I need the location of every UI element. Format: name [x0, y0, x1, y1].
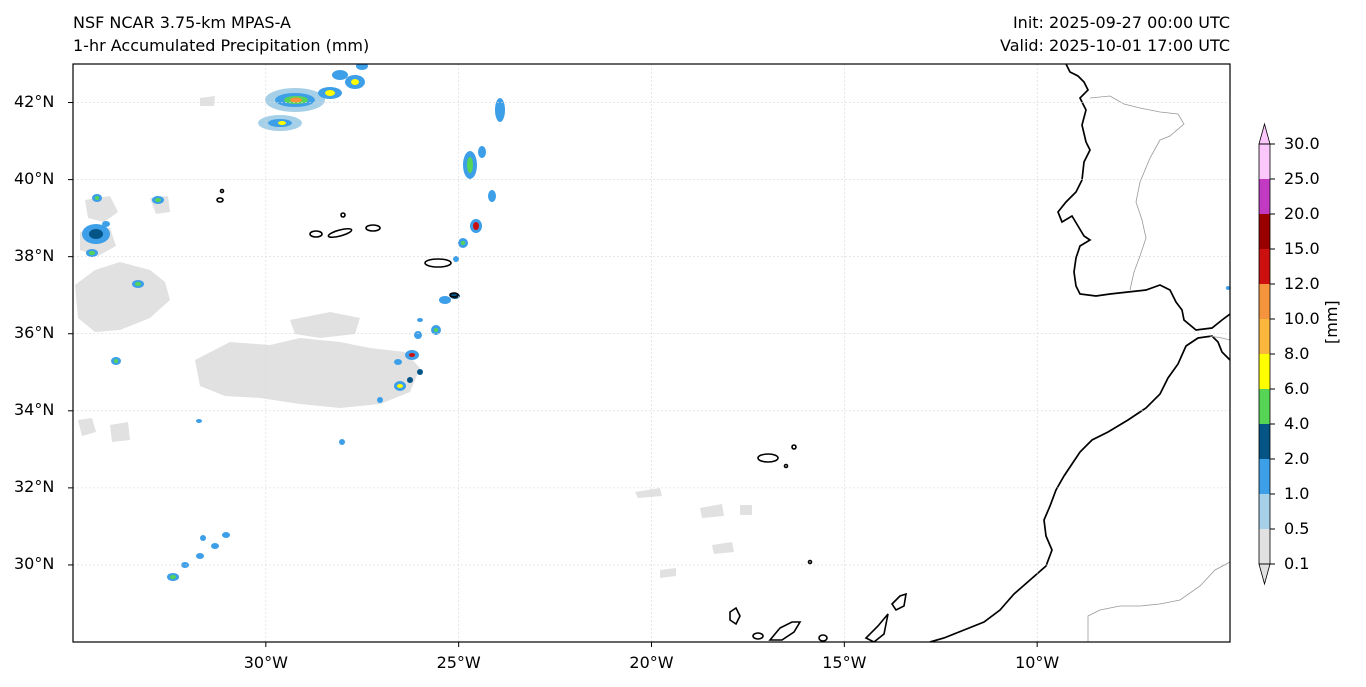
lat-label: 40°N	[14, 168, 55, 188]
colorbar-level-label: 12.0	[1284, 274, 1320, 293]
colorbar-level-label: 6.0	[1284, 379, 1310, 398]
init-time: Init: 2025-09-27 00:00 UTC	[1012, 13, 1230, 32]
colorbar-level-label: 10.0	[1284, 309, 1320, 328]
colorbar-extend-min	[1258, 563, 1271, 586]
colorbar-swatch	[1259, 529, 1270, 564]
colorbar-level-label: 2.0	[1284, 449, 1310, 468]
country-border	[1089, 95, 1185, 291]
lat-label: 34°N	[14, 399, 55, 419]
lat-label: 32°N	[14, 476, 55, 496]
colorbar-level-label: 25.0	[1284, 169, 1320, 188]
colorbar-level-label: 0.5	[1284, 519, 1310, 538]
border-gibraltar	[1209, 335, 1230, 341]
lat-label: 36°N	[14, 322, 55, 342]
canary-islands	[729, 592, 908, 642]
valid-time: Valid: 2025-10-01 17:00 UTC	[999, 36, 1230, 55]
colorbar-unit-label: [mm]	[1322, 300, 1341, 344]
colorbar-swatch	[1259, 459, 1270, 494]
colorbar-swatch	[1259, 179, 1270, 214]
lon-label: 15°W	[822, 653, 867, 672]
colorbar-level-label: 30.0	[1284, 134, 1320, 153]
lon-label: 20°W	[629, 653, 674, 672]
coastline	[929, 64, 1230, 642]
madeira-islands	[757, 444, 813, 565]
colorbar-level-label: 8.0	[1284, 344, 1310, 363]
colorbar-swatch	[1259, 144, 1270, 179]
border-africa	[1087, 561, 1230, 642]
colorbar-level-label: 20.0	[1284, 204, 1320, 223]
lat-label: 42°N	[14, 91, 55, 111]
colorbar-swatch	[1259, 424, 1270, 459]
colorbar	[1258, 122, 1275, 586]
colorbar-level-label: 1.0	[1284, 484, 1310, 503]
lon-label: 10°W	[1015, 653, 1060, 672]
colorbar-swatch	[1259, 354, 1270, 389]
gridlines	[73, 64, 1230, 642]
azores-islands	[216, 188, 459, 298]
colorbar-swatch	[1259, 319, 1270, 354]
field-title: 1-hr Accumulated Precipitation (mm)	[73, 36, 370, 55]
colorbar-level-label: 15.0	[1284, 239, 1320, 258]
lon-label: 25°W	[436, 653, 481, 672]
lat-label: 30°N	[14, 553, 55, 573]
precip-light-areas	[75, 96, 752, 578]
model-title: NSF NCAR 3.75-km MPAS-A	[73, 13, 291, 32]
colorbar-level-label: 4.0	[1284, 414, 1310, 433]
colorbar-extend-max	[1258, 122, 1271, 145]
lat-label: 38°N	[14, 245, 55, 265]
lon-label: 30°W	[243, 653, 288, 672]
colorbar-swatch	[1259, 389, 1270, 424]
colorbar-level-label: 0.1	[1284, 554, 1310, 573]
colorbar-swatch	[1259, 249, 1270, 284]
colorbar-swatch	[1259, 284, 1270, 319]
colorbar-swatch	[1259, 494, 1270, 529]
precip-cells	[82, 64, 1230, 581]
colorbar-swatch	[1259, 214, 1270, 249]
